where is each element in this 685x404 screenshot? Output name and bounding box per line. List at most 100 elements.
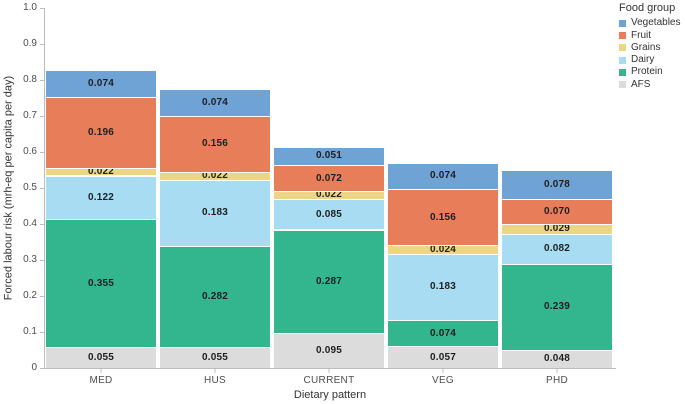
legend-swatch-dairy [619,56,626,64]
legend-swatch-vegetables [619,19,626,27]
segment-value-label: 0.055 [87,352,115,364]
x-tick-mark [442,369,444,373]
bar-segment-vegetables: 0.078 [502,171,612,200]
bar-segment-grains: 0.029 [502,223,612,236]
y-tick-label: 0.8 [23,74,37,85]
bar-segment-vegetables: 0.074 [160,90,270,117]
x-tick-mark [100,369,102,373]
x-tick-label: PHD [545,375,569,386]
x-tick-label: HUS [203,375,227,386]
bar-segment-grains: 0.022 [160,170,270,182]
bar-segment-protein: 0.287 [274,230,384,334]
x-tick-label: VEG [431,375,455,386]
y-tick-label: 1.0 [23,2,37,13]
segment-value-label: 0.078 [543,178,571,190]
bar-segment-protein: 0.239 [502,264,612,351]
y-axis-title: Forced labour risk (mrh-eq per capita pe… [2,75,15,301]
segment-value-label: 0.156 [201,138,229,150]
legend-label: AFS [631,78,651,90]
bar-segment-vegetables: 0.074 [46,71,156,98]
bar-segment-protein: 0.355 [46,220,156,349]
y-tick-label: 0.1 [23,326,37,337]
legend-item-vegetables: Vegetables [619,17,681,29]
y-tick-label: 0.6 [23,146,37,157]
legend-label: Fruit [631,29,651,41]
legend-item-grains: Grains [619,42,681,54]
y-tick-mark [40,115,44,117]
bar-segment-protein: 0.074 [388,320,498,348]
y-tick-label: 0.4 [23,218,37,229]
segment-value-label: 0.024 [429,244,457,256]
y-axis-line [44,8,45,368]
segment-value-label: 0.022 [87,166,115,178]
x-axis-line [44,368,616,369]
segment-value-label: 0.022 [201,170,229,182]
legend-label: Grains [631,41,661,53]
y-tick-mark [40,43,44,45]
x-tick-mark [556,369,558,373]
x-tick-mark [328,369,330,373]
legend: Food group Vegetables Fruit Grains Dairy Pro… [619,2,681,91]
bar-segment-fruit: 0.156 [160,116,270,173]
y-tick-label: 0.3 [23,254,37,265]
y-tick-mark [40,331,44,333]
x-tick-label: CURRENT [303,375,355,386]
segment-value-label: 0.122 [87,191,115,203]
segment-value-label: 0.074 [87,78,115,90]
y-tick-label: 0.5 [23,182,37,193]
y-tick-mark [40,259,44,261]
segment-value-label: 0.048 [543,353,571,365]
segment-value-label: 0.355 [87,277,115,289]
segment-value-label: 0.156 [429,211,457,223]
bar-phd: 0.048 0.239 0.082 0.029 0.070 0.078 [502,8,612,368]
segment-value-label: 0.074 [429,327,457,339]
x-tick-label: MED [89,375,113,386]
bar-segment-afs: 0.048 [502,350,612,368]
segment-value-label: 0.029 [543,223,571,235]
x-axis-title: Dietary pattern [293,389,367,401]
bar-segment-grains: 0.022 [274,189,384,201]
segment-value-label: 0.074 [429,170,457,182]
segment-value-label: 0.072 [315,172,343,184]
bar-segment-protein: 0.282 [160,246,270,349]
y-tick-mark [40,79,44,81]
legend-label: Protein [631,66,663,78]
bar-segment-grains: 0.024 [388,244,498,256]
legend-item-fruit: Fruit [619,29,681,41]
segment-value-label: 0.282 [201,290,229,302]
legend-item-dairy: Dairy [619,54,681,66]
segment-value-label: 0.095 [315,344,343,356]
bar-segment-grains: 0.022 [46,166,156,178]
bar-segment-fruit: 0.196 [46,98,156,169]
y-tick-mark [40,151,44,153]
segment-value-label: 0.074 [201,96,229,108]
bar-segment-dairy: 0.122 [46,176,156,221]
legend-label: Vegetables [631,17,681,29]
y-tick-mark [40,187,44,189]
bar-veg: 0.057 0.074 0.183 0.024 0.156 0.074 [388,8,498,368]
bar-segment-afs: 0.055 [46,348,156,368]
bar-med: 0.055 0.355 0.122 0.022 0.196 0.074 [46,8,156,368]
bar-segment-vegetables: 0.074 [388,163,498,191]
segment-value-label: 0.070 [543,205,571,217]
y-tick-label: 0 [31,362,37,373]
segment-value-label: 0.287 [315,275,343,287]
bar-segment-dairy: 0.183 [160,180,270,247]
segment-value-label: 0.196 [87,126,115,138]
segment-value-label: 0.022 [315,189,343,201]
y-tick-label: 0.9 [23,38,37,49]
bar-segment-vegetables: 0.051 [274,147,384,167]
bar-segment-fruit: 0.070 [502,199,612,225]
segment-value-label: 0.051 [315,150,343,162]
segment-value-label: 0.082 [543,243,571,255]
legend-swatch-grains [619,44,626,52]
bar-segment-dairy: 0.085 [274,199,384,231]
legend-item-protein: Protein [619,66,681,78]
segment-value-label: 0.239 [543,301,571,313]
bar-segment-fruit: 0.072 [274,166,384,192]
legend-item-afs: AFS [619,79,681,91]
y-tick-mark [40,295,44,297]
bar-segment-dairy: 0.082 [502,235,612,265]
legend-swatch-fruit [619,32,626,40]
bar-hus: 0.055 0.282 0.183 0.022 0.156 0.074 [160,8,270,368]
